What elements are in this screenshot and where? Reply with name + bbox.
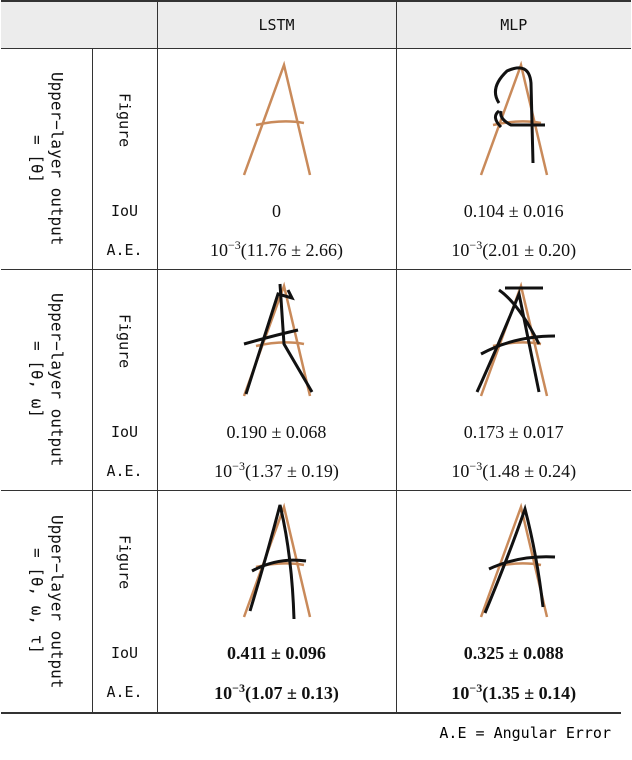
ae-exponent: −3 <box>232 680 245 695</box>
iou-value: 0.325 ± 0.088 <box>463 642 564 663</box>
figure-cell <box>396 490 631 634</box>
results-table: LSTM MLP Upper−layer output = [θ] Figure Io… <box>1 0 631 712</box>
ae-row: A.E. 10−3(1.37 ± 0.19) 10−3(1.48 ± 0.24) <box>1 451 631 491</box>
ae-exponent: −3 <box>469 680 483 695</box>
figure-cell <box>157 48 397 192</box>
figure-row: Upper−layer output = [θ, ω, τ] Figure <box>1 490 631 712</box>
iou-cell: 0 <box>157 191 397 231</box>
ae-base: 10 <box>451 240 470 261</box>
group-label-line: Upper−layer output <box>47 72 67 246</box>
ae-exponent: −3 <box>228 238 241 253</box>
iou-cell: 0.104 ± 0.016 <box>396 192 631 231</box>
iou-value: 0.104 ± 0.016 <box>463 200 564 221</box>
ae-value: 10−3(11.76 ± 2.66) <box>210 238 343 261</box>
row-label-cell: Figure <box>92 48 158 192</box>
row-label: IoU <box>92 412 158 452</box>
ae-value: 10−3(1.07 ± 0.13) <box>214 680 339 703</box>
ae-base: 10 <box>451 461 470 482</box>
row-label-cell: Figure <box>92 490 158 634</box>
row-label: A.E. <box>92 451 158 491</box>
group-label: Upper−layer output = [θ] <box>26 72 66 245</box>
ae-base: 10 <box>214 461 233 482</box>
iou-value: 0.190 ± 0.068 <box>226 421 327 442</box>
iou-row: IoU 0.411 ± 0.096 0.325 ± 0.088 <box>1 633 631 673</box>
table-body: Upper−layer output = [θ] Figure IoU 0 0.104 ±… <box>1 48 631 712</box>
figure-label: Figure <box>115 314 134 369</box>
iou-cell: 0.190 ± 0.068 <box>157 412 397 452</box>
row-label: A.E. <box>92 672 158 712</box>
group-label: Upper−layer output = [θ, ω, τ] <box>26 515 66 688</box>
header-empty <box>92 0 158 49</box>
letter-figure <box>242 502 311 620</box>
iou-cell: 0.411 ± 0.096 <box>157 633 397 673</box>
ae-value: 10−3(1.37 ± 0.19) <box>214 459 339 482</box>
figure-row: Upper−layer output = [θ, ω] Figure <box>1 269 631 491</box>
ae-exponent: −3 <box>469 238 483 253</box>
figure-label: Figure <box>115 535 134 590</box>
group-label-line: = [θ, ω, τ] <box>27 548 47 655</box>
ae-rest: (2.01 ± 0.20) <box>482 240 577 261</box>
ae-base: 10 <box>210 240 228 261</box>
iou-row: IoU 0.190 ± 0.068 0.173 ± 0.017 <box>1 412 631 452</box>
iou-value: 0.173 ± 0.017 <box>463 421 564 442</box>
ae-rest: (1.07 ± 0.13) <box>244 682 339 703</box>
ae-row: A.E. 10−3(11.76 ± 2.66) 10−3(2.01 ± 0.20) <box>1 230 631 270</box>
ae-rest: (1.37 ± 0.19) <box>244 461 339 482</box>
row-label: IoU <box>92 191 158 231</box>
group-label: Upper−layer output = [θ, ω] <box>26 293 66 466</box>
iou-value: 0.411 ± 0.096 <box>227 642 326 663</box>
figure-row: Upper−layer output = [θ] Figure <box>1 48 631 270</box>
group-label-cell: Upper−layer output = [θ, ω] <box>1 269 93 491</box>
ae-base: 10 <box>451 682 470 703</box>
header-empty <box>1 0 92 49</box>
ae-base: 10 <box>214 682 233 703</box>
ae-cell: 10−3(1.37 ± 0.19) <box>157 451 397 491</box>
letter-figure <box>475 281 555 397</box>
figure-cell <box>396 269 631 413</box>
ae-value: 10−3(2.01 ± 0.20) <box>451 238 577 261</box>
letter-figure <box>242 281 313 397</box>
header-cell: LSTM <box>157 0 397 49</box>
group-label-cell: Upper−layer output = [θ, ω, τ] <box>1 490 93 712</box>
group-label-cell: Upper−layer output = [θ] <box>1 48 93 270</box>
iou-row: IoU 0 0.104 ± 0.016 <box>1 191 631 231</box>
row-label: A.E. <box>92 230 158 270</box>
letter-figure <box>479 502 555 618</box>
group-label-line: Upper−layer output <box>47 293 67 467</box>
letter-figure <box>479 60 548 176</box>
iou-cell: 0.173 ± 0.017 <box>396 413 631 452</box>
footnote: A.E = Angular Error <box>1 711 621 742</box>
ae-rest: (11.76 ± 2.66) <box>240 240 343 261</box>
header-row: LSTM MLP <box>1 0 631 49</box>
ae-cell: 10−3(2.01 ± 0.20) <box>396 231 631 270</box>
ae-cell: 10−3(1.35 ± 0.14) <box>396 673 631 712</box>
group-label-line: = [θ] <box>27 134 47 184</box>
header-cell: MLP <box>396 0 631 49</box>
ae-cell: 10−3(1.07 ± 0.13) <box>157 672 397 712</box>
ae-cell: 10−3(1.48 ± 0.24) <box>396 452 631 491</box>
row-label: IoU <box>92 633 158 673</box>
letter-figure <box>242 60 311 176</box>
group-label-line: Upper−layer output <box>47 514 67 688</box>
ae-exponent: −3 <box>232 459 245 474</box>
group-label-line: = [θ, ω] <box>27 341 47 419</box>
ae-cell: 10−3(11.76 ± 2.66) <box>157 230 397 270</box>
ae-value: 10−3(1.35 ± 0.14) <box>451 680 577 703</box>
ae-rest: (1.35 ± 0.14) <box>482 682 577 703</box>
figure-cell <box>157 490 397 634</box>
figure-cell <box>157 269 397 413</box>
figure-cell <box>396 49 631 192</box>
row-label-cell: Figure <box>92 269 158 413</box>
ae-row: A.E. 10−3(1.07 ± 0.13) 10−3(1.35 ± 0.14) <box>1 672 631 712</box>
iou-value: 0 <box>272 200 281 221</box>
iou-cell: 0.325 ± 0.088 <box>396 634 631 673</box>
ae-exponent: −3 <box>469 459 483 474</box>
ae-value: 10−3(1.48 ± 0.24) <box>451 459 577 482</box>
figure-label: Figure <box>115 93 134 148</box>
ae-rest: (1.48 ± 0.24) <box>482 461 577 482</box>
